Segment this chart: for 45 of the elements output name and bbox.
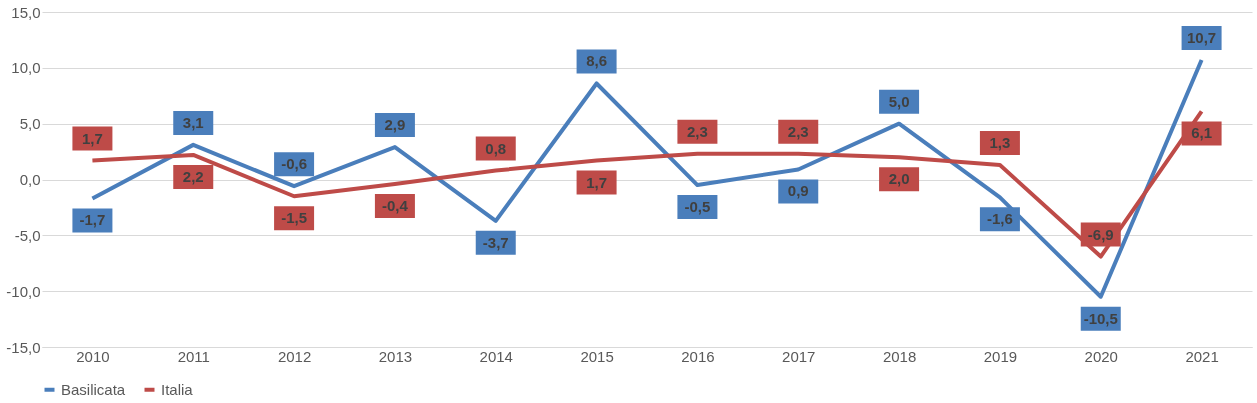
data-label: 3,1 xyxy=(182,113,204,131)
x-tick-label: 2012 xyxy=(277,347,312,365)
data-label: 2,9 xyxy=(384,116,406,134)
data-label: 0,9 xyxy=(787,182,809,200)
x-tick-label: 2010 xyxy=(76,347,110,365)
data-label: 1,7 xyxy=(81,129,103,147)
data-label: 8,6 xyxy=(586,52,608,70)
y-tick-label: 0,0 xyxy=(19,171,41,188)
data-label: 0,8 xyxy=(485,139,507,157)
x-tick-label: 2019 xyxy=(983,347,1018,365)
y-tick-label: -15,0 xyxy=(6,338,41,356)
data-label: 2,0 xyxy=(888,170,910,188)
data-label: -0,4 xyxy=(381,196,409,214)
data-label: 10,7 xyxy=(1186,29,1217,47)
data-label: -3,7 xyxy=(482,233,509,251)
x-tick-label: 2013 xyxy=(378,347,413,365)
y-tick-label: -5,0 xyxy=(14,226,41,244)
data-label: -0,5 xyxy=(684,198,711,216)
data-label: 2,3 xyxy=(787,122,809,140)
data-label: 5,0 xyxy=(888,92,910,110)
data-label: -1,7 xyxy=(79,211,106,229)
y-tick-label: -10,0 xyxy=(6,282,41,300)
data-label: 1,7 xyxy=(586,173,608,191)
data-label: -1,5 xyxy=(281,209,308,227)
x-tick-label: 2016 xyxy=(681,347,715,365)
x-tick-label: 2014 xyxy=(479,347,513,365)
data-label: -10,5 xyxy=(1083,309,1118,327)
x-tick-label: 2017 xyxy=(782,347,816,365)
y-tick-label: 15,0 xyxy=(11,3,41,21)
x-tick-label: 2021 xyxy=(1185,347,1219,365)
data-label: 2,2 xyxy=(182,167,204,185)
x-tick-label: 2015 xyxy=(580,347,614,365)
data-label: -6,9 xyxy=(1087,225,1114,243)
legend-label: Basilicata xyxy=(61,380,126,398)
x-tick-label: 2020 xyxy=(1084,347,1118,365)
data-label: -1,6 xyxy=(986,210,1013,228)
y-tick-label: 10,0 xyxy=(11,59,41,77)
y-tick-label: 5,0 xyxy=(19,115,41,133)
x-tick-label: 2018 xyxy=(882,347,917,365)
legend-label: Italia xyxy=(161,380,194,398)
data-label: -0,6 xyxy=(281,155,308,173)
x-tick-label: 2011 xyxy=(177,347,210,365)
data-label: 6,1 xyxy=(1191,124,1213,142)
data-label: 2,3 xyxy=(686,122,708,140)
data-label: 1,3 xyxy=(989,133,1011,151)
